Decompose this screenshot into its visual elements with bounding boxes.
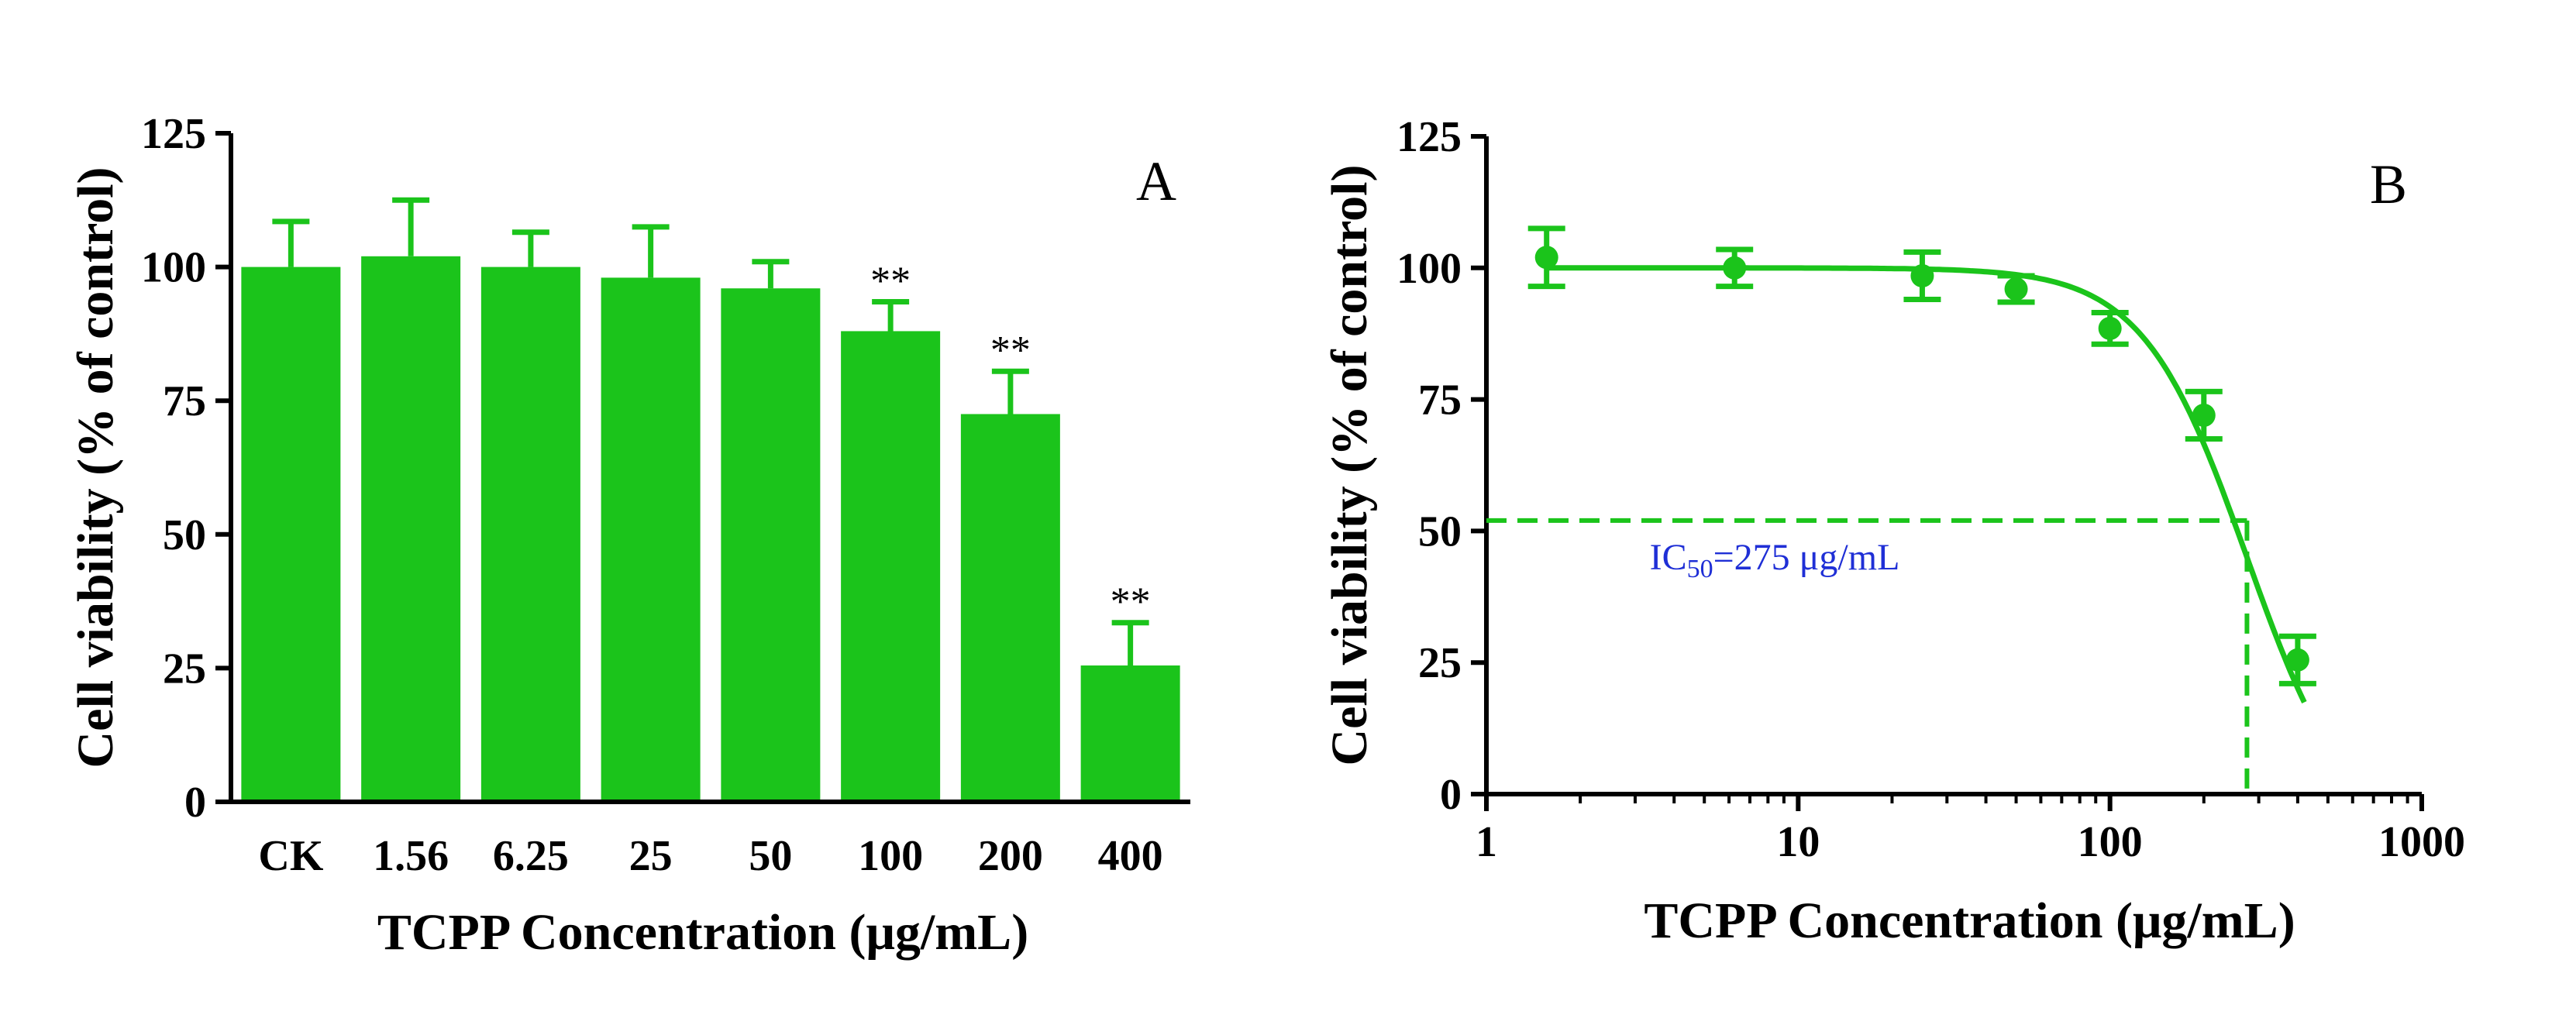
significance-label: ** (870, 259, 911, 303)
ic50-label-subscript: 50 (1687, 555, 1713, 583)
x-tick-label: 1000 (2378, 818, 2465, 866)
y-tick-label: 100 (1396, 245, 1462, 293)
y-tick-label: 50 (1418, 507, 1462, 555)
y-axis-title: Cell viability (% of control) (1321, 164, 1378, 765)
y-tick-label: 125 (1396, 113, 1462, 161)
y-tick-label: 25 (1418, 639, 1462, 687)
y-tick-label: 25 (163, 645, 206, 693)
bar (1080, 665, 1180, 802)
panel-a-bar-chart: 0 25 50 75 100 125 CK 1.56 6.25 25 50 ** 100 ** 200 ** 4… (67, 110, 1190, 961)
x-tick-label: 1.56 (373, 832, 449, 880)
x-tick-label: 200 (978, 832, 1043, 880)
ic50-label: IC50=275 μg/mL (1650, 537, 1900, 583)
data-point (1534, 246, 1558, 270)
data-point (2285, 648, 2309, 672)
x-axis-title: TCPP Concentration (μg/mL) (377, 904, 1028, 961)
panel-label: A (1136, 150, 1176, 212)
bar (841, 331, 941, 802)
x-tick-label: CK (258, 832, 323, 880)
y-tick-label: 100 (141, 244, 206, 292)
ic50-label-suffix: =275 μg/mL (1713, 537, 1900, 578)
data-point (1723, 256, 1747, 280)
x-tick-label: 100 (2078, 818, 2143, 866)
axes (229, 133, 1190, 804)
x-tick-label: 10 (1776, 818, 1820, 866)
data-point (1910, 263, 1934, 287)
axes (1484, 136, 2422, 796)
x-axis-title: TCPP Concentration (μg/mL) (1644, 892, 2295, 949)
bar (361, 256, 461, 802)
x-tick-label: 25 (629, 832, 673, 880)
y-tick-label: 0 (184, 779, 206, 827)
x-tick-label: 100 (858, 832, 923, 880)
data-point (2004, 277, 2028, 301)
y-axis-title: Cell viability (% of control) (67, 167, 124, 768)
y-tick-label: 50 (163, 511, 206, 559)
x-tick-label: 50 (749, 832, 792, 880)
ic50-label-prefix: IC (1650, 537, 1687, 578)
significance-label: ** (1111, 580, 1151, 624)
bar (241, 267, 341, 803)
data-point (2192, 403, 2216, 427)
x-tick-label: 6.25 (493, 832, 569, 880)
bar (721, 288, 821, 802)
significance-label: ** (990, 328, 1031, 373)
x-tick-label: 1 (1476, 818, 1497, 866)
fit-curve (1546, 265, 2307, 703)
data-point (2098, 316, 2122, 340)
bar (601, 277, 701, 803)
panel-label: B (2370, 153, 2407, 215)
x-tick-label: 400 (1098, 832, 1163, 880)
bar (480, 267, 580, 803)
y-tick-label: 0 (1440, 771, 1462, 819)
y-tick-label: 125 (141, 110, 206, 158)
y-tick-label: 75 (163, 377, 206, 425)
bar (960, 414, 1060, 802)
y-tick-label: 75 (1418, 377, 1462, 425)
